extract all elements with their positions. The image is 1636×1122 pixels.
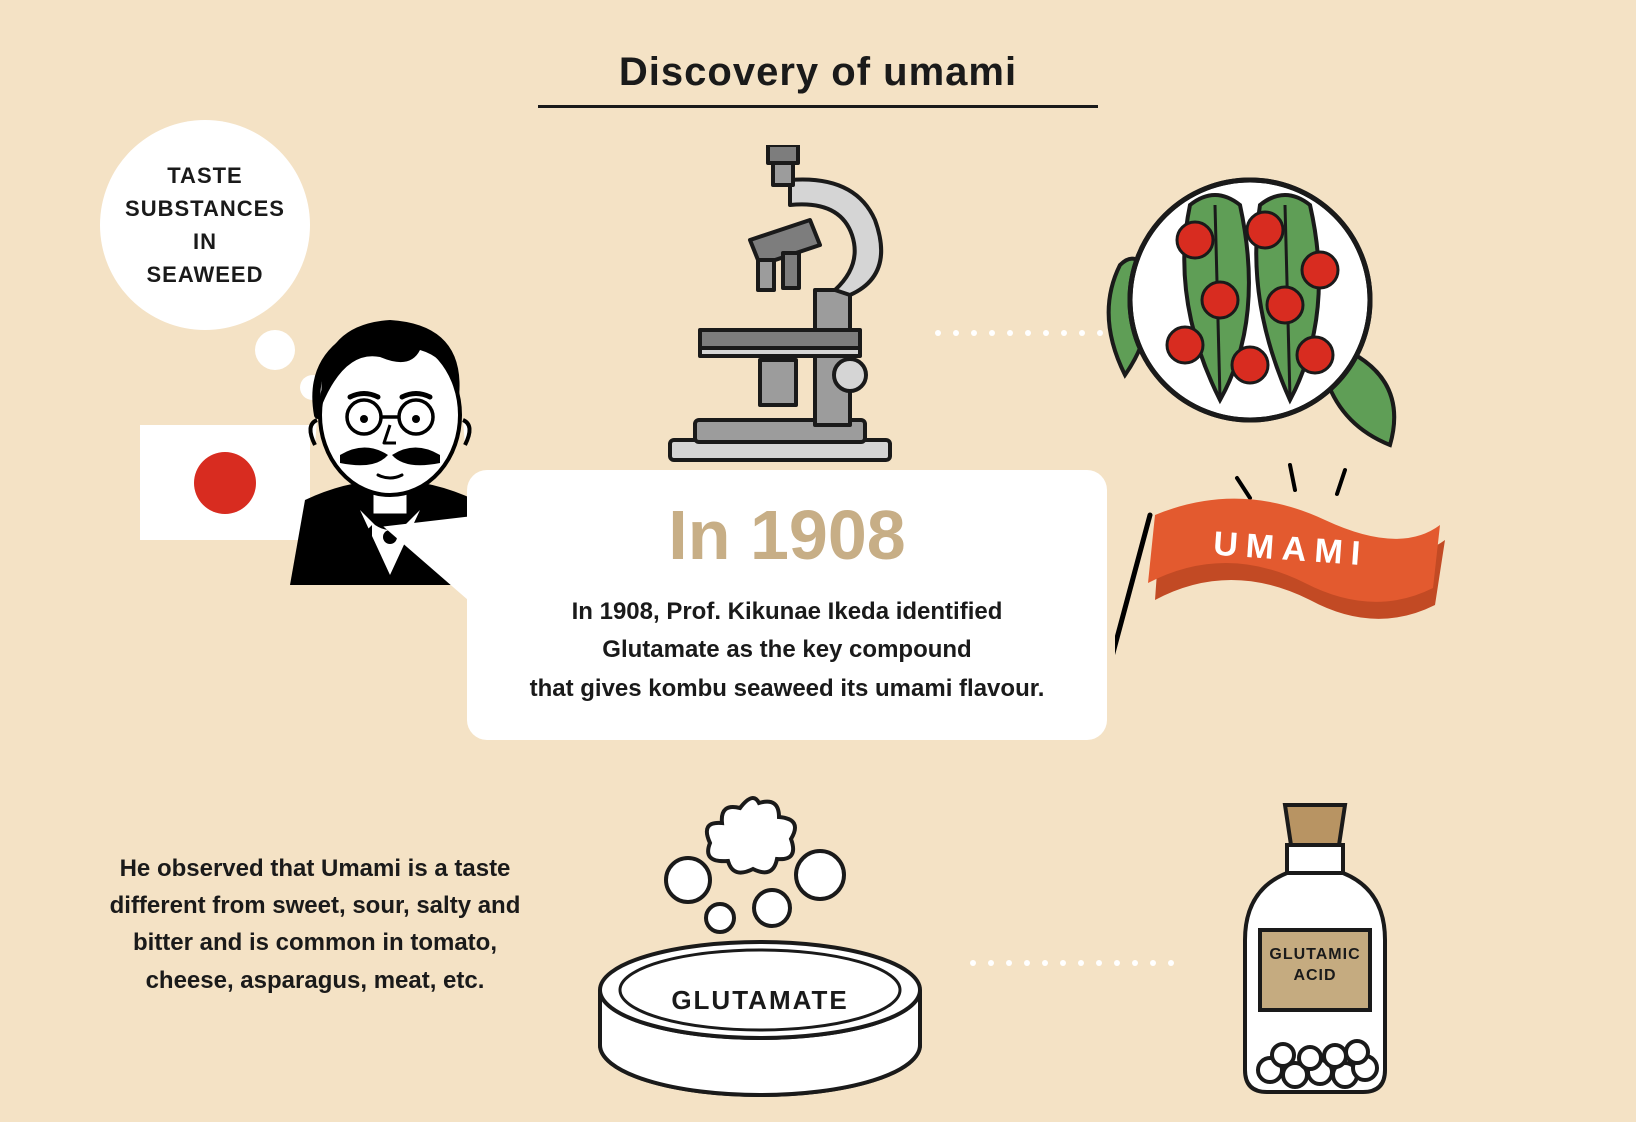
petri-dish-icon xyxy=(570,790,950,1100)
umami-flag-icon: UMAMI xyxy=(1115,460,1465,700)
seaweed-lens-icon xyxy=(1090,150,1420,460)
speech-box: In 1908 In 1908, Prof. Kikunae Ikeda ide… xyxy=(467,470,1107,740)
bottle-label: GLUTAMIC ACID xyxy=(1255,945,1375,987)
speech-year: In 1908 xyxy=(467,495,1107,575)
observation-text: He observed that Umami is a taste differ… xyxy=(100,850,530,999)
thought-bubble-text: TASTE SUBSTANCES IN SEAWEED xyxy=(125,159,285,291)
petri-label: GLUTAMATE xyxy=(660,985,860,1016)
page-title: Discovery of umami xyxy=(538,50,1098,108)
connector-dots xyxy=(970,960,1190,966)
connector-dots xyxy=(935,330,1115,336)
microscope-icon xyxy=(640,145,920,465)
speech-body-text: In 1908, Prof. Kikunae Ikeda identified … xyxy=(467,593,1107,708)
